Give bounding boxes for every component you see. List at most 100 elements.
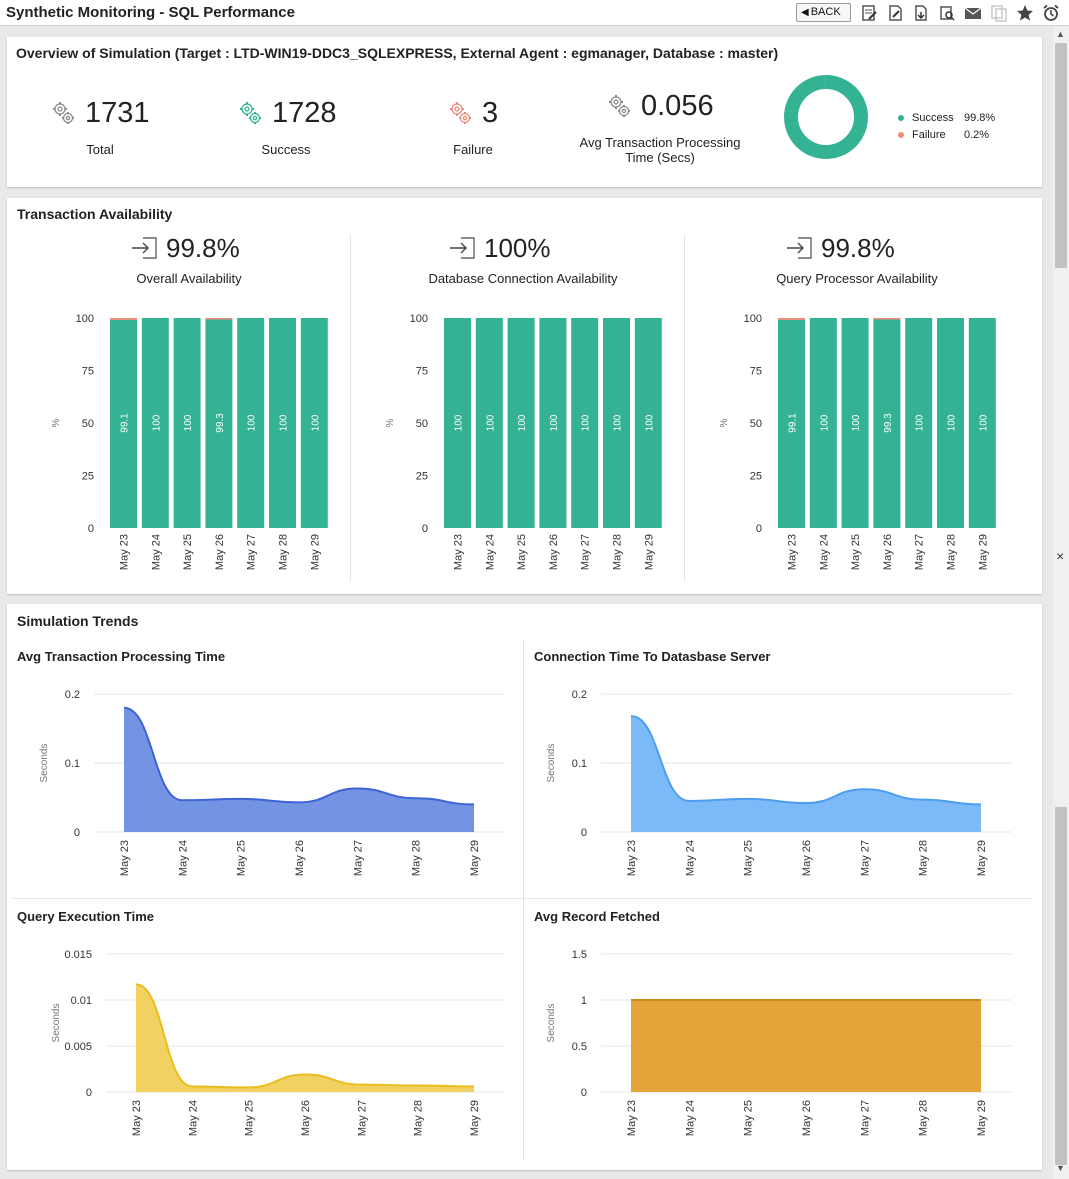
x-tick-label: May 29 (977, 534, 989, 570)
stat-total-value: 1731 (85, 97, 150, 129)
db-connection-availability-value: 100% (484, 233, 551, 263)
x-tick-label: May 24 (150, 534, 162, 570)
y-tick-label: 25 (416, 471, 428, 483)
bar[interactable] (475, 318, 503, 528)
bar-data-label: 100 (947, 414, 958, 431)
bar[interactable] (269, 318, 296, 528)
bar[interactable] (778, 319, 805, 528)
mail-icon[interactable] (964, 4, 982, 22)
series-line[interactable] (135, 983, 475, 1089)
x-tick-label: May 23 (119, 840, 131, 876)
x-tick-label: May 23 (626, 840, 638, 876)
bar-data-label: 100 (517, 414, 528, 431)
bar-data-label: 100 (915, 414, 926, 431)
bar[interactable] (841, 318, 869, 528)
bar[interactable] (809, 318, 837, 528)
series-line[interactable] (123, 706, 475, 806)
y-tick-label: 50 (416, 418, 428, 430)
x-tick-label: May 28 (918, 840, 930, 876)
scroll-down-icon[interactable]: ▼ (1056, 1163, 1065, 1173)
back-arrow-icon: ◀ (801, 7, 809, 18)
y-axis-label: Seconds (546, 1004, 557, 1043)
y-tick-label: 0 (581, 827, 587, 839)
scrollbar[interactable]: ▲ ✕ ▼ (1053, 27, 1069, 1179)
bar-data-label: 100 (247, 414, 258, 431)
scroll-thumb-lower[interactable] (1055, 807, 1067, 1165)
legend-failure-value: 0.2% (964, 129, 990, 141)
bar[interactable] (634, 318, 662, 528)
print-preview-icon[interactable] (938, 4, 956, 22)
overview-panel: Overview of Simulation (Target : LTD-WIN… (7, 37, 1042, 187)
bar[interactable] (905, 318, 933, 528)
x-tick-label: May 24 (684, 1100, 696, 1136)
failure-bar (873, 318, 901, 320)
bar[interactable] (571, 318, 599, 528)
bar[interactable] (205, 319, 233, 528)
bar[interactable] (173, 318, 201, 528)
x-tick-label: May 26 (300, 1100, 312, 1136)
stat-total-label: Total (86, 142, 114, 157)
x-tick-label: May 26 (214, 534, 226, 570)
x-tick-label: May 26 (801, 1100, 813, 1136)
y-tick-label: 50 (82, 418, 94, 430)
bar[interactable] (937, 318, 964, 528)
y-axis-label: Seconds (546, 744, 557, 783)
copy-icon (991, 5, 1007, 22)
avg-transaction-time-chart: 0 0.1 0.2 Seconds May 23 May 24 May 25 May 26 Ma… (39, 689, 504, 876)
y-tick-label: 0.1 (572, 758, 587, 770)
x-tick-label: May 27 (356, 1100, 368, 1136)
y-tick-label: 0 (86, 1087, 92, 1099)
y-tick-label: 0.5 (572, 1041, 587, 1053)
x-tick-label: May 29 (469, 1100, 481, 1136)
scroll-thumb[interactable] (1055, 43, 1067, 268)
trends-divider-horizontal (12, 898, 1032, 899)
collapse-icon[interactable]: ✕ (1056, 552, 1065, 563)
connection-time-chart: 0 0.1 0.2 Seconds May 23 May 24 May 25 May 26 Ma… (546, 689, 1011, 876)
back-button[interactable]: ◀ BACK (796, 3, 851, 22)
favorite-star-icon[interactable] (1016, 4, 1034, 22)
availability-divider-1 (350, 234, 351, 582)
legend-success-dot (898, 115, 904, 122)
y-tick-label: 0 (581, 1087, 587, 1099)
bar[interactable] (110, 319, 137, 528)
bar[interactable] (141, 318, 169, 528)
y-tick-label: 100 (410, 313, 428, 325)
series-line[interactable] (630, 715, 982, 806)
legend-failure-dot (898, 132, 904, 139)
bar[interactable] (237, 318, 265, 528)
bar[interactable] (300, 318, 328, 528)
avg-record-fetched-chart: 0 0.5 1 1.5 Seconds May 23 May 24 May 25 May 26 M… (546, 949, 1011, 1136)
edit-doc-icon[interactable] (886, 4, 904, 22)
bar[interactable] (539, 318, 567, 528)
bar[interactable] (968, 318, 996, 528)
pdf-export-icon[interactable] (912, 4, 930, 22)
legend-success-value: 99.8% (964, 112, 996, 124)
x-tick-label: May 26 (548, 534, 560, 570)
scroll-up-icon[interactable]: ▲ (1056, 29, 1065, 39)
y-axis-label: Seconds (39, 744, 50, 783)
availability-divider-2 (684, 234, 685, 582)
bar[interactable] (444, 318, 471, 528)
area-fill (136, 984, 474, 1092)
x-tick-label: May 24 (684, 840, 696, 876)
alarm-icon[interactable] (1042, 4, 1060, 22)
bar[interactable] (873, 319, 901, 528)
area-fill (124, 707, 474, 832)
y-tick-label: 0.2 (65, 689, 80, 701)
x-tick-label: May 23 (131, 1100, 143, 1136)
stat-avg-time-label-2: Time (Secs) (625, 150, 695, 165)
db-connection-availability-label: Database Connection Availability (428, 271, 618, 286)
x-tick-label: May 26 (882, 534, 894, 570)
bar-data-label: 100 (613, 414, 624, 431)
x-tick-label: May 28 (612, 534, 624, 570)
bar[interactable] (507, 318, 535, 528)
x-tick-label: May 29 (469, 840, 481, 876)
chart-title-query-execution: Query Execution Time (17, 909, 155, 924)
x-tick-label: May 29 (976, 1100, 988, 1136)
login-icon (787, 237, 812, 259)
x-tick-label: May 25 (516, 534, 528, 570)
query-processor-availability-chart: 0 25 50 75 100% 99.1 May 23 100 May 24 100 May 25 9… (719, 313, 996, 570)
bar[interactable] (603, 318, 630, 528)
edit-report-icon[interactable] (860, 4, 878, 22)
y-tick-label: 1 (581, 995, 587, 1007)
